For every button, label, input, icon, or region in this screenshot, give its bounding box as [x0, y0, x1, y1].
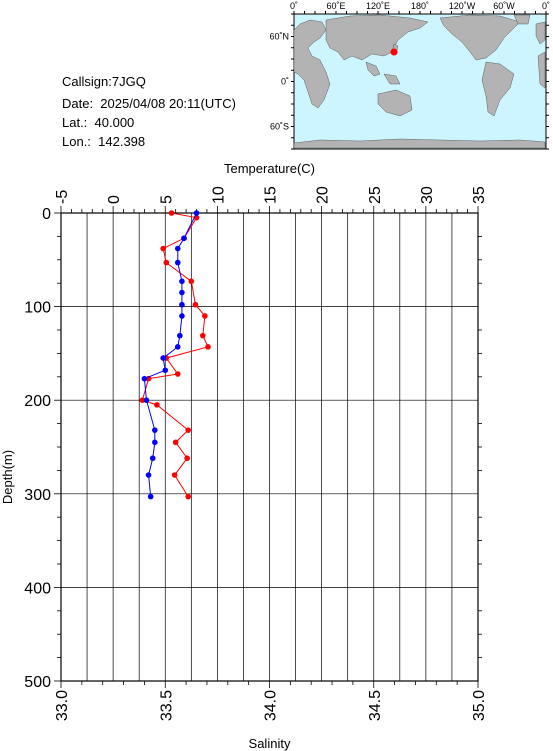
station-marker — [390, 48, 398, 56]
map-lat-label: 60˚S — [270, 122, 289, 132]
temperature-tick-label: -5 — [54, 190, 71, 204]
callsign-label: Callsign:7JGQ — [62, 74, 146, 89]
map-lon-label: 60˚E — [326, 1, 345, 11]
temperature-data-point — [205, 344, 211, 350]
latitude-label: Lat.: 40.000 — [62, 115, 135, 130]
salinity-data-point — [147, 493, 154, 500]
temperature-data-point — [163, 259, 170, 266]
salinity-tick-label: 35.0 — [471, 690, 488, 721]
map-longitude-labels: 0˚ 60˚E 120˚E 180˚ 120˚W 60˚W 0˚ — [290, 1, 550, 11]
temperature-data-point — [181, 235, 187, 242]
salinity-data-point — [179, 278, 185, 285]
salinity-data-point — [179, 301, 185, 308]
temperature-tick-label: 5 — [158, 195, 175, 204]
salinity-data-point — [193, 210, 200, 216]
depth-tick-label: 0 — [42, 206, 51, 223]
map-lon-label: 180˚ — [411, 1, 429, 11]
temperature-data-point — [202, 313, 208, 319]
salinity-data-point — [179, 289, 185, 296]
salinity-data-point — [174, 344, 181, 350]
temperature-data-point — [154, 402, 160, 408]
date-label: Date: 2025/04/08 20:11(UTC) — [62, 96, 236, 111]
depth-tick-label: 400 — [24, 580, 51, 597]
world-map: 0˚ 60˚E 120˚E 180˚ 120˚W 60˚W 0˚ 60˚N 0˚ 60˚S — [269, 1, 550, 150]
map-lon-label: 120˚W — [449, 1, 476, 11]
salinity-data-point — [162, 367, 169, 374]
salinity-profile-line — [143, 212, 197, 497]
temperature-data-point — [193, 214, 200, 221]
temperature-tick-label: 35 — [471, 186, 488, 204]
salinity-data-point — [152, 427, 158, 433]
salinity-tick-label: 34.5 — [367, 690, 384, 721]
temperature-tick-label: 25 — [367, 186, 384, 204]
depth-tick-label: 100 — [24, 300, 51, 317]
temperature-tick-labels: -5 0 5 10 15 20 25 30 35 — [54, 186, 488, 204]
salinity-data-point — [181, 235, 187, 242]
map-grid-ticks — [291, 11, 549, 150]
salinity-tick-label: 34.0 — [263, 690, 280, 721]
temperature-data-point — [188, 278, 195, 285]
salinity-data-point — [143, 397, 150, 404]
map-latitude-labels: 60˚N 0˚ 60˚S — [269, 32, 289, 132]
salinity-data-point — [160, 355, 166, 361]
map-lat-label: 60˚N — [269, 32, 289, 42]
temperature-tick-label: 0 — [106, 195, 123, 204]
salinity-data-point — [179, 313, 185, 319]
salinity-data-point — [152, 439, 158, 446]
temperature-data-point — [185, 427, 191, 433]
chart-minor-ticks — [54, 206, 482, 688]
salinity-data-point — [145, 472, 152, 478]
chart-frame — [60, 212, 479, 682]
temperature-data-point — [184, 455, 190, 462]
map-lat-label: 0˚ — [281, 77, 289, 87]
salinity-axis-title: Salinity — [249, 736, 291, 751]
salinity-data-point — [141, 375, 148, 382]
temperature-profile-line — [141, 212, 209, 497]
depth-axis-title: Depth(m) — [0, 450, 15, 504]
map-land — [293, 14, 546, 149]
depth-tick-label: 500 — [24, 674, 51, 691]
temperature-data-point — [168, 210, 175, 216]
temperature-tick-label: 15 — [263, 186, 280, 204]
temperature-data-point — [163, 355, 170, 361]
chart-grid — [60, 212, 479, 682]
temperature-data-point — [160, 245, 166, 252]
salinity-tick-label: 33.0 — [54, 690, 71, 721]
temperature-data-point — [192, 301, 199, 308]
temperature-data-point — [139, 397, 146, 404]
longitude-label: Lon.: 142.398 — [62, 134, 146, 149]
temperature-tick-label: 30 — [419, 186, 436, 204]
map-lon-label: 120˚E — [366, 1, 390, 11]
temperature-data-point — [145, 375, 152, 382]
map-lon-label: 0˚ — [290, 1, 298, 11]
salinity-data-point — [177, 332, 183, 339]
salinity-tick-labels: 33.0 33.5 34.0 34.5 35.0 — [54, 690, 488, 721]
salinity-data-point — [149, 455, 156, 462]
temperature-tick-label: 20 — [315, 186, 332, 204]
temperature-axis-title: Temperature(C) — [224, 161, 315, 176]
depth-tick-labels: 0 100 200 300 400 500 — [24, 206, 51, 691]
salinity-data-point — [174, 245, 181, 252]
temperature-data-point — [185, 493, 191, 500]
depth-tick-label: 300 — [24, 487, 51, 504]
temperature-data-point — [171, 472, 178, 478]
temperature-data-point — [172, 439, 179, 446]
salinity-tick-label: 33.5 — [158, 690, 175, 721]
salinity-data-point — [174, 259, 181, 266]
series-layer — [139, 210, 211, 500]
map-lon-label: 0˚ — [542, 1, 550, 11]
temperature-data-point — [199, 332, 206, 339]
temperature-data-point — [174, 371, 181, 377]
map-lon-label: 60˚W — [493, 1, 515, 11]
temperature-tick-label: 10 — [210, 186, 227, 204]
depth-tick-label: 200 — [24, 393, 51, 410]
